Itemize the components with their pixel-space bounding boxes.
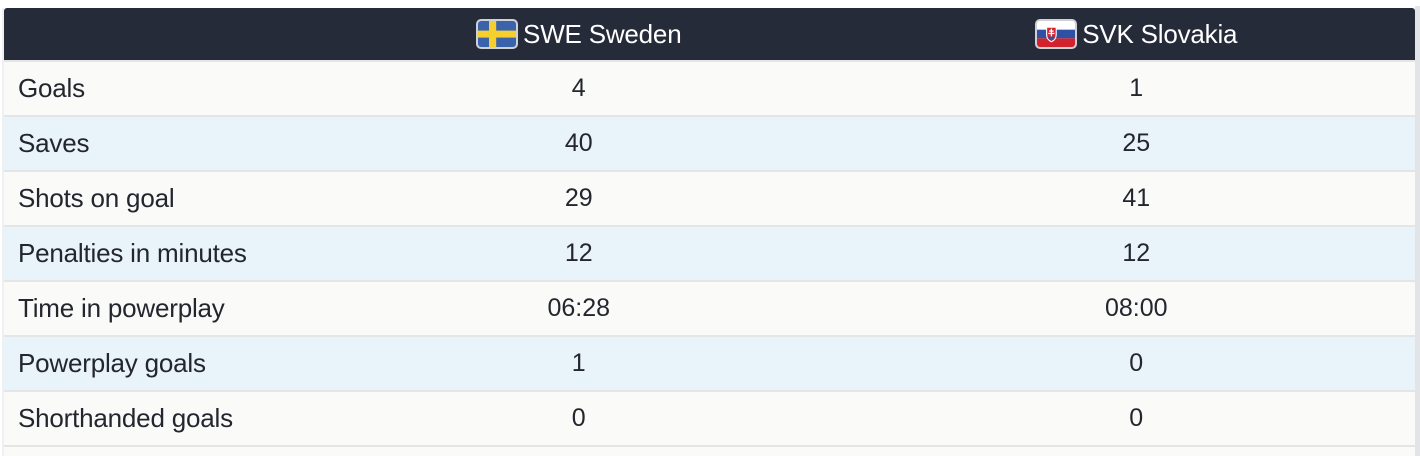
stat-row-saves: Saves 40 25 — [4, 115, 1415, 170]
team-header-sweden: SWE Sweden — [300, 19, 858, 50]
stat-row-time-in-powerplay: Time in powerplay 06:28 08:00 — [4, 280, 1415, 335]
stat-value-svk: 41 — [1122, 184, 1151, 212]
stat-label: Shots on goal — [18, 183, 175, 213]
stat-label: Saves — [18, 128, 90, 158]
vertical-scrollbar[interactable] — [1415, 6, 1420, 456]
team-label-sweden: SWE Sweden — [523, 18, 682, 49]
stat-value-svk: 25 — [1122, 129, 1151, 157]
stat-value-swe: 1 — [571, 349, 586, 377]
team-header-slovakia: SVK Slovakia — [858, 19, 1416, 50]
stats-table-header: SWE Sweden — [4, 8, 1415, 60]
stat-row-shorthanded-goals: Shorthanded goals 0 0 — [4, 390, 1415, 445]
stat-row-shots-on-goal: Shots on goal 29 41 — [4, 170, 1415, 225]
stat-label: Goals — [18, 73, 85, 103]
stat-value-swe: 4 — [571, 74, 586, 102]
team-stats-table: SWE Sweden — [0, 6, 1420, 456]
stat-value-svk: 1 — [1129, 74, 1144, 102]
stat-row-penalties-in-minutes: Penalties in minutes 12 12 — [4, 225, 1415, 280]
stat-value-swe: 40 — [564, 129, 593, 157]
stat-row-powerplay-goals: Powerplay goals 1 0 — [4, 335, 1415, 390]
sweden-flag-icon — [476, 19, 519, 49]
team-label-slovakia: SVK Slovakia — [1082, 18, 1238, 49]
stat-value-svk: 08:00 — [1104, 294, 1168, 322]
stat-value-swe: 06:28 — [547, 294, 611, 322]
stat-value-swe: 12 — [564, 239, 593, 267]
stat-label: Shorthanded goals — [18, 403, 233, 433]
stat-value-swe: 0 — [571, 404, 586, 432]
stat-value-svk: 0 — [1129, 404, 1144, 432]
stat-value-svk: 0 — [1129, 349, 1144, 377]
partial-next-row — [4, 445, 1415, 456]
stat-value-svk: 12 — [1122, 239, 1151, 267]
stat-label: Powerplay goals — [18, 348, 206, 378]
stat-value-swe: 29 — [564, 184, 593, 212]
stat-label: Penalties in minutes — [18, 238, 247, 268]
stat-row-goals: Goals 4 1 — [4, 60, 1415, 115]
stat-label: Time in powerplay — [18, 293, 225, 323]
slovakia-flag-icon — [1035, 19, 1078, 49]
